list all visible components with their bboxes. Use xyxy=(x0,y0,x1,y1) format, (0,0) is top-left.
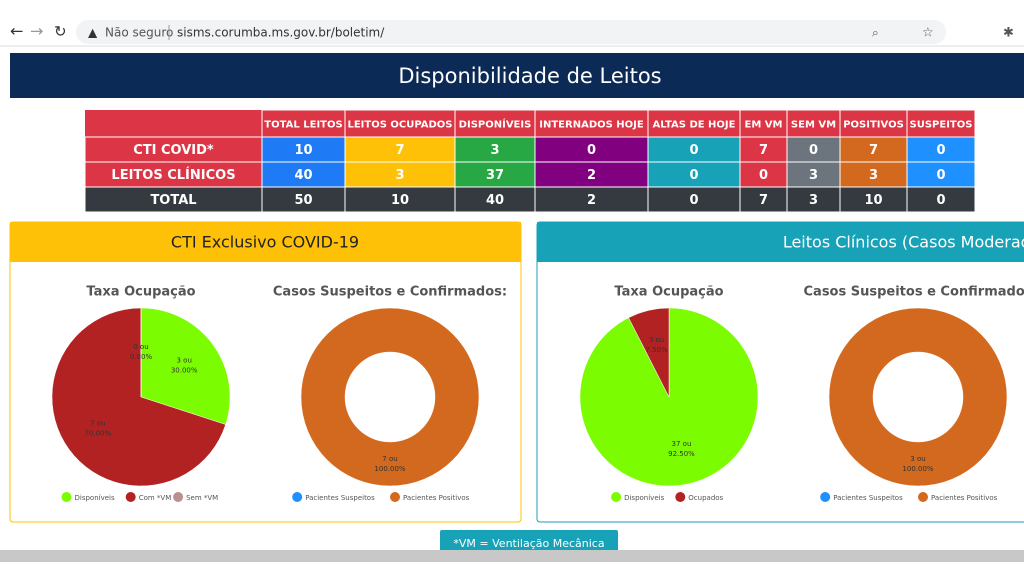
slice-label: 3 ou xyxy=(649,336,664,344)
reload-button[interactable]: ↻ xyxy=(54,23,67,41)
legend-swatch xyxy=(62,492,72,502)
table-value: 7 xyxy=(869,143,878,158)
chart-title: Taxa Ocupação xyxy=(614,285,723,300)
legend-swatch xyxy=(390,492,400,502)
table-value: 0 xyxy=(809,143,818,158)
slice-label: 37 ou xyxy=(672,440,692,448)
page-title: Disponibilidade de Leitos xyxy=(398,64,661,88)
slice-label: 7 ou xyxy=(382,455,397,463)
legend-label: Pacientes Positivos xyxy=(403,494,470,502)
legend-swatch xyxy=(292,492,302,502)
forward-button[interactable]: → xyxy=(30,22,43,41)
table-header: SUSPEITOS xyxy=(910,120,973,131)
legend-swatch xyxy=(820,492,830,502)
table-header: TOTAL LEITOS xyxy=(264,120,342,131)
chart-title: Taxa Ocupação xyxy=(86,285,195,300)
extensions-icon[interactable]: ✱ xyxy=(1003,26,1014,41)
legend-swatch xyxy=(918,492,928,502)
warning-icon: ▲ xyxy=(88,26,98,40)
slice-label: 3 ou xyxy=(910,455,925,463)
legend-label: Pacientes Suspeitos xyxy=(833,494,903,502)
legend-label: Com *VM xyxy=(139,494,172,502)
table-header: DISPONÍVEIS xyxy=(459,118,532,131)
row-label: CTI COVID* xyxy=(133,143,214,158)
legend-swatch xyxy=(126,492,136,502)
legend-swatch xyxy=(611,492,621,502)
zoom-icon[interactable]: ⌕ xyxy=(872,26,879,40)
legend-label: Pacientes Suspeitos xyxy=(305,494,375,502)
table-value: 0 xyxy=(936,193,945,208)
slice-percent: 0.00% xyxy=(130,353,153,361)
table-value: 10 xyxy=(294,143,312,158)
table-value: 7 xyxy=(395,143,404,158)
table-value: 7 xyxy=(759,143,768,158)
slice-label: 7 ou xyxy=(90,419,105,427)
legend-label: Pacientes Positivos xyxy=(931,494,998,502)
table-value: 37 xyxy=(486,168,504,183)
table-value: 3 xyxy=(490,143,499,158)
table-value: 7 xyxy=(759,193,768,208)
table-header: ALTAS DE HOJE xyxy=(653,120,736,131)
slice-label: 3 ou xyxy=(176,357,191,365)
table-value: 0 xyxy=(936,143,945,158)
chart-title: Casos Suspeitos e Confirmados xyxy=(804,285,1024,300)
slice-percent: 100.00% xyxy=(374,465,405,473)
row-label: LEITOS CLÍNICOS xyxy=(111,167,235,183)
footer-note: *VM = Ventilação Mecânica xyxy=(453,537,604,550)
table-value: 0 xyxy=(759,168,768,183)
table-header: LEITOS OCUPADOS xyxy=(347,120,452,131)
table-value: 0 xyxy=(689,168,698,183)
table-value: 0 xyxy=(936,168,945,183)
table-value: 40 xyxy=(294,168,312,183)
legend-swatch xyxy=(675,492,685,502)
table-value: 50 xyxy=(294,193,312,208)
slice-label: 0 ou xyxy=(133,343,148,351)
table-value: 0 xyxy=(587,143,596,158)
legend-label: Ocupados xyxy=(688,494,723,502)
back-button[interactable]: ← xyxy=(10,22,23,41)
legend-label: Disponíveis xyxy=(75,494,115,502)
table-value: 3 xyxy=(809,168,818,183)
table-header: SEM VM xyxy=(791,120,836,131)
slice-percent: 92.50% xyxy=(668,450,695,458)
table-value: 40 xyxy=(486,193,504,208)
legend-label: Disponíveis xyxy=(624,494,664,502)
table-value: 3 xyxy=(809,193,818,208)
slice-percent: 7.50% xyxy=(645,346,668,354)
table-value: 3 xyxy=(395,168,404,183)
row-label: TOTAL xyxy=(150,193,196,208)
table-value: 0 xyxy=(689,193,698,208)
url: sisms.corumba.ms.gov.br/boletim/ xyxy=(177,26,385,40)
slice-percent: 100.00% xyxy=(902,465,933,473)
table-header: INTERNADOS HOJE xyxy=(539,120,644,131)
panel-title: Leitos Clínicos (Casos Moderados) xyxy=(783,233,1024,252)
table-header: EM VM xyxy=(745,120,783,131)
table-value: 3 xyxy=(869,168,878,183)
panel-title: CTI Exclusivo COVID-19 xyxy=(171,233,359,252)
table-value: 2 xyxy=(587,168,596,183)
slice-percent: 70.00% xyxy=(84,429,111,437)
security-label: Não seguro xyxy=(105,26,173,40)
table-value: 2 xyxy=(587,193,596,208)
table-header: POSITIVOS xyxy=(843,120,904,131)
chart-title: Casos Suspeitos e Confirmados: xyxy=(273,285,507,300)
legend-label: Sem *VM xyxy=(186,494,218,502)
table-value: 10 xyxy=(864,193,882,208)
table-header-cell xyxy=(85,110,262,137)
horizontal-scrollbar[interactable] xyxy=(0,550,1024,562)
legend-swatch xyxy=(173,492,183,502)
bookmark-icon[interactable]: ☆ xyxy=(922,26,934,41)
table-value: 10 xyxy=(391,193,409,208)
table-value: 0 xyxy=(689,143,698,158)
slice-percent: 30.00% xyxy=(171,367,198,375)
